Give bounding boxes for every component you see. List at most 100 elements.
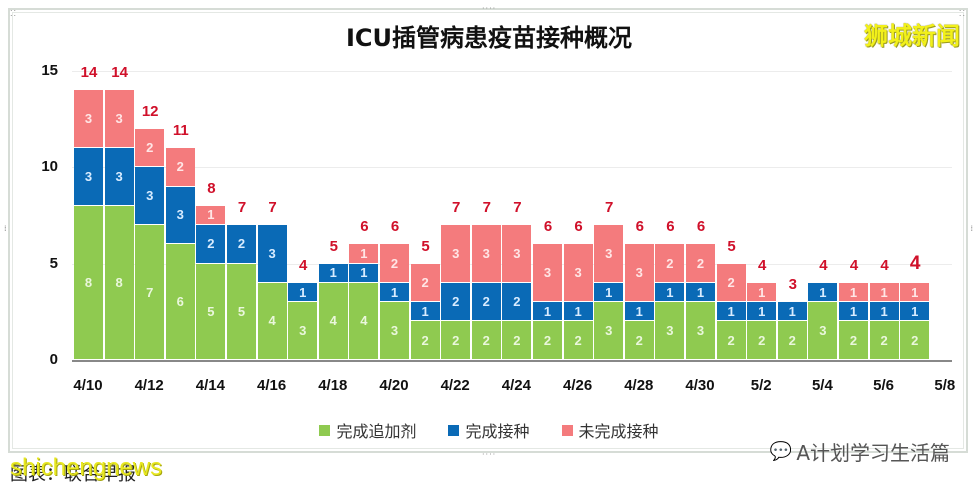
bar-segment[interactable]: 1: [533, 302, 562, 321]
resize-handle-top-left[interactable]: ⁚⁚: [10, 9, 18, 18]
y-tick-label: 5: [49, 254, 58, 272]
brand-logo: 狮城新闻: [864, 22, 960, 50]
bar-segment[interactable]: 1: [594, 282, 624, 302]
bar-segment[interactable]: 1: [869, 282, 899, 302]
bar-segment[interactable]: 3: [135, 167, 165, 225]
bar-total-label: 7: [482, 199, 491, 217]
bar-segment[interactable]: 2: [135, 128, 165, 167]
legend-item-fully-vaccinated: 完成接种: [448, 418, 530, 442]
bar-segment[interactable]: 1: [349, 263, 379, 282]
bar-segment[interactable]: 1: [900, 282, 930, 302]
bar-segment[interactable]: 3: [624, 244, 654, 302]
bar-segment[interactable]: 2: [502, 321, 532, 359]
bar-segment[interactable]: 4: [257, 282, 287, 359]
bar-segment[interactable]: 2: [227, 225, 256, 263]
bar-segment[interactable]: 2: [165, 148, 195, 186]
bar-segment[interactable]: 3: [104, 90, 134, 148]
bar-segment[interactable]: 2: [563, 321, 593, 359]
bar-segment[interactable]: 1: [655, 282, 685, 302]
bar-segment[interactable]: 4: [349, 282, 379, 359]
legend-label: 完成追加剂: [336, 422, 417, 441]
bar-segment[interactable]: 2: [196, 225, 226, 263]
bar-segment[interactable]: 8: [104, 205, 134, 359]
bar-segment[interactable]: 2: [410, 321, 440, 359]
bar-segment[interactable]: 2: [502, 282, 532, 321]
bar-segment[interactable]: 2: [686, 244, 715, 282]
bar-segment[interactable]: 3: [104, 148, 134, 205]
legend: 完成追加剂 完成接种 未完成接种: [0, 418, 978, 442]
bar-total-label: 6: [543, 218, 553, 236]
bar-segment[interactable]: 2: [380, 244, 409, 282]
bar-total-label: 4: [880, 256, 889, 274]
bar-segment[interactable]: 1: [288, 282, 318, 302]
bar-segment[interactable]: 1: [777, 302, 807, 321]
bar-segment[interactable]: 2: [839, 321, 868, 359]
bar-segment[interactable]: 3: [471, 225, 501, 282]
bar-segment[interactable]: 2: [869, 321, 899, 359]
bar-segment[interactable]: 1: [869, 302, 899, 321]
bar-segment[interactable]: 3: [380, 302, 409, 359]
bar-segment[interactable]: 2: [716, 321, 746, 359]
wechat-watermark: 💬 A计划学习生活篇: [770, 437, 950, 466]
bar-segment[interactable]: 4: [318, 282, 348, 359]
bar-segment[interactable]: 2: [777, 321, 807, 359]
bar-segment[interactable]: 3: [533, 244, 562, 302]
resize-handle-right[interactable]: ⁞: [970, 224, 974, 233]
resize-handle-top[interactable]: ····: [482, 4, 497, 13]
legend-swatch-green: [319, 424, 331, 436]
bar-segment[interactable]: 2: [410, 263, 440, 302]
bar-segment[interactable]: 7: [135, 225, 165, 359]
bar-segment[interactable]: 2: [533, 321, 562, 359]
chart-title: ICU插管病患疫苗接种概况: [345, 24, 633, 52]
bar-segment[interactable]: 2: [441, 282, 471, 321]
bar-segment[interactable]: 1: [839, 282, 868, 302]
resize-handle-left[interactable]: ⁞: [4, 224, 8, 233]
bar-segment[interactable]: 1: [624, 302, 654, 321]
resize-handle-bottom[interactable]: ····: [482, 450, 497, 459]
bar-segment[interactable]: 3: [563, 244, 593, 302]
bar-segment[interactable]: 2: [900, 321, 930, 359]
bar-segment[interactable]: 3: [502, 225, 532, 282]
bar-segment[interactable]: 1: [196, 205, 226, 225]
bar-segment[interactable]: 1: [318, 263, 348, 282]
bar-segment[interactable]: 2: [624, 321, 654, 359]
bar-segment[interactable]: 3: [655, 302, 685, 359]
bar-segment[interactable]: 3: [808, 302, 838, 359]
bar-total-label: 6: [635, 218, 644, 236]
bar-segment[interactable]: 1: [349, 244, 379, 263]
x-tick-label: 4/30: [685, 377, 715, 394]
bar-segment[interactable]: 2: [471, 282, 501, 321]
bar-segment[interactable]: 3: [594, 302, 624, 359]
resize-handle-top-right[interactable]: ⁚⁚: [958, 9, 966, 18]
bar-segment[interactable]: 1: [747, 282, 777, 302]
bar-segment[interactable]: 3: [165, 186, 195, 244]
bar-segment[interactable]: 1: [686, 282, 715, 302]
bar-segment[interactable]: 2: [441, 321, 471, 359]
bar-segment[interactable]: 1: [747, 302, 777, 321]
bar-total-label: 4: [758, 256, 767, 274]
bar-segment[interactable]: 5: [196, 263, 226, 359]
bar-segment[interactable]: 1: [808, 282, 838, 302]
bar-segment[interactable]: 3: [74, 148, 103, 205]
bar-segment[interactable]: 2: [716, 263, 746, 302]
bar-segment[interactable]: 6: [165, 244, 195, 359]
bar-segment[interactable]: 2: [471, 321, 501, 359]
bar-segment[interactable]: 2: [747, 321, 777, 359]
bar-segment[interactable]: 1: [900, 302, 930, 321]
bar-segment[interactable]: 3: [74, 90, 103, 148]
bar-segment[interactable]: 3: [594, 225, 624, 282]
bar-segment[interactable]: 8: [74, 205, 103, 359]
bar-segment[interactable]: 1: [563, 302, 593, 321]
legend-item-unvaccinated: 未完成接种: [561, 418, 659, 442]
bar-segment[interactable]: 3: [288, 302, 318, 359]
bar-segment[interactable]: 5: [227, 263, 256, 359]
bar-segment[interactable]: 3: [257, 225, 287, 282]
bar-segment[interactable]: 3: [441, 225, 471, 282]
bar-segment[interactable]: 1: [380, 282, 409, 302]
wechat-account-name: A计划学习生活篇: [796, 441, 950, 465]
bar-segment[interactable]: 1: [839, 302, 868, 321]
bar-segment[interactable]: 3: [686, 302, 715, 359]
bar-segment[interactable]: 2: [655, 244, 685, 282]
bar-segment[interactable]: 1: [716, 302, 746, 321]
bar-segment[interactable]: 1: [410, 302, 440, 321]
